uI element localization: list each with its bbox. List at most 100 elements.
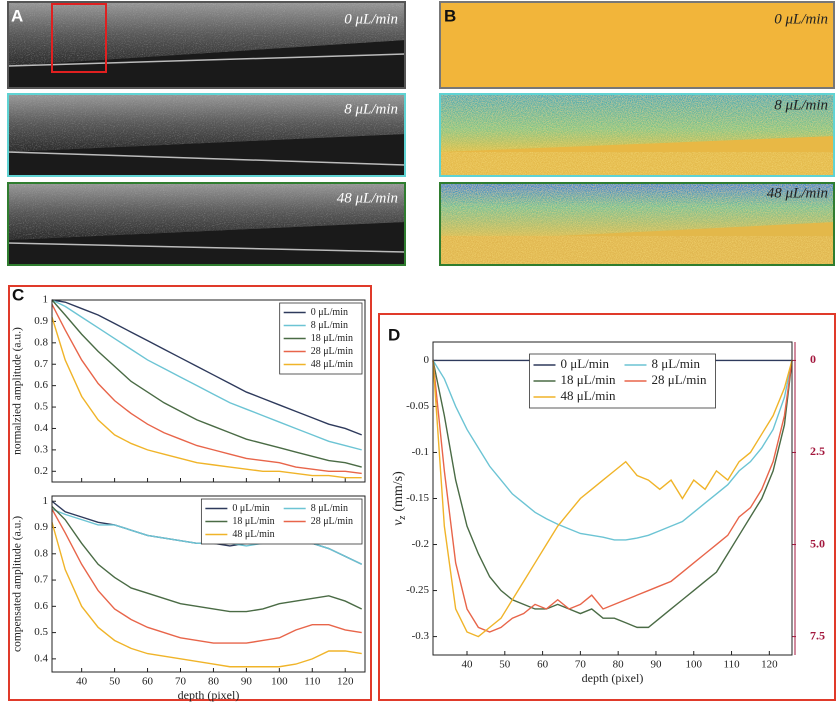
panel-frame [8,285,372,701]
legend-label: 8 μL/min [311,503,348,514]
image-caption: 8 μL/min [344,101,398,117]
y-tick-label: -0.25 [406,584,429,596]
data-line [51,299,362,436]
x-tick-label: 100 [685,659,702,671]
data-line [432,360,793,633]
y-tick-label: 0.9 [34,521,48,533]
legend-label: 0 μL/min [232,503,269,514]
x-tick-label: 50 [499,659,511,671]
data-line [432,360,793,629]
y-axis-label: vz (mm/s) [391,471,408,526]
legend-label: 18 μL/min [232,516,274,527]
y2-tick-label: 7.5 [810,628,825,642]
x-axis-label: depth (pixel) [582,671,644,685]
legend-label: 28 μL/min [652,372,707,387]
panel-label: B [444,6,456,25]
legend-label: 18 μL/min [311,333,353,344]
axes-frame [51,299,366,483]
panel-frame [378,313,836,701]
image-caption: 0 μL/min [774,11,828,27]
legend-label: 0 μL/min [311,307,348,318]
image-caption: 8 μL/min [774,97,828,113]
image-caption: 48 μL/min [337,190,398,206]
y-tick-label: 0.6 [34,600,48,612]
y-tick-label: -0.2 [412,538,429,550]
y-tick-label: -0.3 [412,630,430,642]
x-tick-label: 50 [109,676,121,688]
panel-label: A [11,6,23,25]
legend-label: 8 μL/min [652,356,701,371]
data-line [51,316,362,479]
y-tick-label: -0.05 [406,400,429,412]
panel-label: D [388,325,400,344]
data-line [51,522,362,668]
y-tick-label: 0.2 [34,465,48,477]
y2-tick-label: 2.5 [810,444,825,458]
x-tick-label: 100 [271,676,288,688]
data-line [51,299,362,451]
x-tick-label: 110 [723,659,740,671]
doppler-image [439,1,835,89]
legend-label: 28 μL/min [311,346,353,357]
y-tick-label: 0.5 [34,626,48,638]
y-axis-label: normalzied amplitude (a.u.) [12,327,24,455]
x-tick-label: 120 [761,659,778,671]
panel-a: A 0 μL/min 8 μL/min 48 μL/min [7,1,406,266]
y-tick-label: -0.1 [412,446,429,458]
axes-frame [51,495,366,673]
oct-image [7,1,406,89]
legend-label: 48 μL/min [311,359,353,370]
data-line [51,506,363,613]
x-tick-label: 60 [142,676,154,688]
legend-box [200,498,363,545]
y-axis-subscript: z [397,516,408,521]
x-tick-label: 70 [575,659,587,671]
image-caption: 0 μL/min [344,11,398,27]
x-tick-label: 40 [462,659,474,671]
panel-label: C [12,285,24,304]
axes-frame [432,341,793,656]
data-line [51,508,362,644]
x-tick-label: 90 [241,676,253,688]
data-line [432,360,793,541]
y-tick-label: 0.3 [34,443,48,455]
y-tick-label: -0.15 [406,492,429,504]
oct-image [7,182,406,266]
legend-label: 8 μL/min [311,320,348,331]
x-tick-label: 70 [175,676,187,688]
y-axis-symbol: v [391,519,406,526]
legend: 0 μL/min 8 μL/min 18 μL/min 28 μL/min 48 μL/… [200,498,363,545]
legend-label: 48 μL/min [232,529,274,540]
oct-image [7,93,406,177]
x-tick-label: 60 [537,659,549,671]
x-tick-label: 90 [650,659,662,671]
y-tick-label: 0.5 [34,401,48,413]
legend: 0 μL/min 8 μL/min 18 μL/min 28 μL/min 48 μL/… [279,302,363,375]
y-tick-label: 0.4 [34,422,48,434]
y-axis-label: compensated amplitude (a.u.) [12,516,24,652]
y-tick-label: 0.7 [34,574,48,586]
y-tick-label: 0.8 [34,336,48,348]
y-tick-label: 0.4 [34,652,48,664]
image-caption: 48 μL/min [767,185,828,201]
data-line [432,360,793,638]
y-axis-unit: (mm/s) [391,471,406,512]
doppler-image [439,182,835,266]
x-tick-label: 120 [337,676,354,688]
y-tick-label: 0.9 [34,315,48,327]
y-tick-label: 0 [424,354,430,366]
x-axis-label: depth (pixel) [178,688,240,702]
x-tick-label: 80 [208,676,220,688]
y-tick-label: 0.8 [34,547,48,559]
legend-box [529,353,716,409]
y-tick-label: 1 [43,294,49,306]
legend-label: 18 μL/min [561,372,616,387]
x-tick-label: 80 [613,659,625,671]
legend-label: 28 μL/min [311,516,353,527]
legend-label: 0 μL/min [561,356,610,371]
y-tick-label: 1 [43,495,49,507]
y-tick-label: 0.6 [34,379,48,391]
y2-tick-label: 0 [810,352,816,366]
x-tick-label: 110 [304,676,321,688]
